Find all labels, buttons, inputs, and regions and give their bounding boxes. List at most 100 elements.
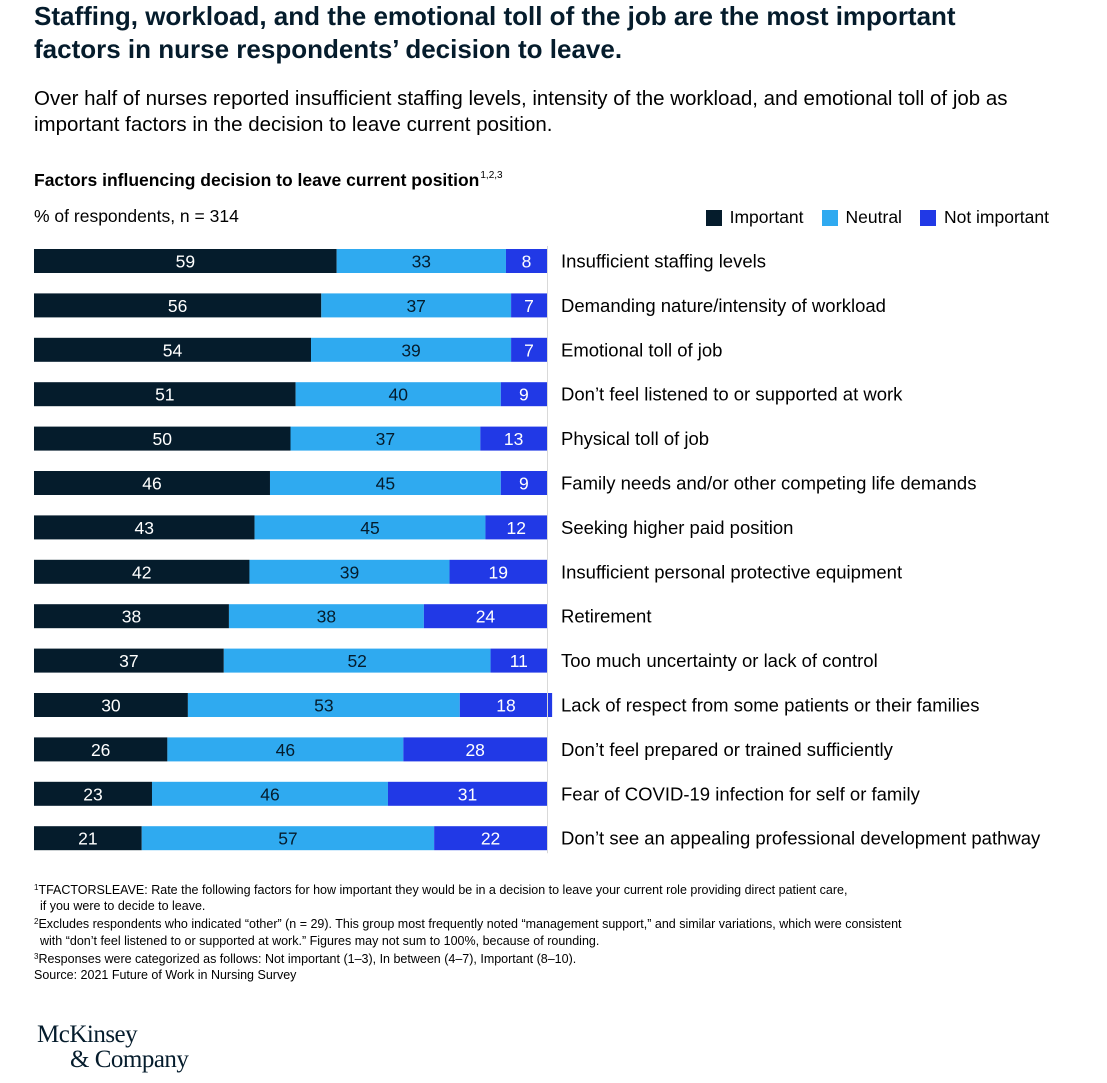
chart-title-text: Factors influencing decision to leave cu… bbox=[34, 170, 480, 190]
bar-segment-important bbox=[34, 559, 250, 584]
bar-segment-important bbox=[34, 693, 188, 717]
data-label-neutral: 37 bbox=[376, 429, 395, 449]
category-label: Don’t feel prepared or trained sufficien… bbox=[561, 739, 894, 760]
bar-row: 26 46 28 Don’t feel prepared or trained suf… bbox=[34, 737, 894, 762]
bar-segment-not-important bbox=[387, 781, 547, 806]
category-label: Seeking higher paid position bbox=[561, 517, 793, 538]
bar-segment-not-important bbox=[403, 737, 547, 762]
bar-segment-important bbox=[34, 337, 312, 362]
bar-segment-important bbox=[34, 293, 322, 318]
bar-segment-important bbox=[34, 382, 296, 407]
bar-row: 59 33 8 Insufficient staffing levels bbox=[34, 249, 766, 273]
bar-segment-important bbox=[34, 471, 270, 495]
bar-segment-not-important bbox=[434, 826, 547, 851]
legend-item-important: Important bbox=[705, 207, 804, 228]
footnote-2-line-1: Excludes respondents who indicated “othe… bbox=[38, 917, 902, 932]
bar-segment-neutral bbox=[167, 737, 404, 762]
bar-segment-important bbox=[34, 515, 255, 540]
data-label-neutral: 33 bbox=[412, 252, 431, 272]
bar-row: 56 37 7 Demanding nature/intensity of workl… bbox=[34, 293, 886, 318]
bar-row: 42 39 19 Insufficient personal protective e… bbox=[34, 559, 902, 584]
data-label-neutral: 53 bbox=[314, 696, 333, 716]
bar-segment-important bbox=[34, 648, 224, 673]
data-label-important: 50 bbox=[153, 429, 173, 449]
legend-swatch-not-important bbox=[919, 209, 936, 226]
category-label: Demanding nature/intensity of workload bbox=[561, 295, 886, 316]
footnote-1-line-2: if you were to decide to leave. bbox=[40, 899, 206, 914]
legend-swatch-important bbox=[705, 209, 722, 226]
bar-segment-not-important bbox=[500, 382, 547, 407]
data-label-neutral: 45 bbox=[360, 518, 379, 538]
legend-swatch-neutral bbox=[821, 209, 838, 226]
bar-row: 37 52 11 Too much uncertainty or lack of co… bbox=[34, 648, 878, 673]
bar-segment-neutral bbox=[321, 293, 512, 318]
bar-segment-important bbox=[34, 826, 142, 851]
footnote-1-line-1: TFACTORSLEAVE: Rate the following factor… bbox=[38, 883, 848, 897]
data-label-important: 46 bbox=[142, 474, 161, 494]
bar-segment-neutral bbox=[295, 382, 501, 407]
category-label: Family needs and/or other competing life… bbox=[561, 473, 976, 494]
data-label-not-important: 7 bbox=[524, 296, 534, 316]
bar-row: 23 46 31 Fear of COVID-19 infection for sel… bbox=[34, 781, 921, 806]
data-label-neutral: 46 bbox=[260, 784, 279, 804]
bar-segment-not-important bbox=[490, 648, 547, 673]
bar-segment-not-important bbox=[423, 604, 547, 629]
data-label-not-important: 18 bbox=[496, 696, 515, 716]
bar-segment-not-important bbox=[485, 515, 547, 540]
data-label-not-important: 8 bbox=[522, 252, 532, 272]
category-label: Too much uncertainty or lack of control bbox=[561, 650, 878, 671]
category-label: Lack of respect from some patients or th… bbox=[561, 695, 979, 716]
footnote-2: 2Excludes respondents who indicated “oth… bbox=[34, 914, 1044, 948]
bar-segment-important bbox=[34, 249, 337, 273]
data-label-important: 26 bbox=[91, 740, 110, 760]
data-label-neutral: 57 bbox=[278, 829, 297, 849]
data-label-important: 30 bbox=[101, 696, 121, 716]
data-label-neutral: 39 bbox=[340, 562, 359, 582]
source: Source: 2021 Future of Work in Nursing S… bbox=[34, 968, 297, 983]
data-label-important: 43 bbox=[135, 518, 154, 538]
data-label-neutral: 39 bbox=[401, 340, 420, 360]
category-label: Fear of COVID-19 infection for self or f… bbox=[561, 783, 921, 804]
data-label-important: 54 bbox=[163, 340, 183, 360]
data-label-important: 56 bbox=[168, 296, 187, 316]
bar-segment-neutral bbox=[223, 648, 491, 673]
data-label-neutral: 40 bbox=[388, 385, 408, 405]
data-label-not-important: 9 bbox=[519, 474, 529, 494]
data-label-neutral: 38 bbox=[317, 607, 336, 627]
page-subtitle: Over half of nurses reported insufficien… bbox=[34, 87, 1008, 136]
data-label-neutral: 52 bbox=[347, 651, 366, 671]
category-label: Insufficient personal protective equipme… bbox=[561, 561, 902, 582]
bar-segment-important bbox=[34, 781, 152, 806]
data-label-important: 59 bbox=[176, 252, 195, 272]
bar-segment-neutral bbox=[151, 781, 388, 806]
stacked-bar-chart: 59 33 8 Insufficient staffing levels 56 37 7 De… bbox=[34, 246, 1041, 854]
bar-segment-important bbox=[34, 604, 229, 629]
bar-row: 21 57 22 Don’t see an appealing professiona… bbox=[34, 826, 1041, 851]
bar-segment-not-important bbox=[505, 249, 547, 273]
legend-item-not-important: Not important bbox=[919, 207, 1049, 228]
data-label-neutral: 45 bbox=[376, 474, 395, 494]
bar-segment-neutral bbox=[141, 826, 435, 851]
bar-row: 38 38 24 Retirement bbox=[34, 604, 651, 629]
data-label-important: 51 bbox=[155, 385, 174, 405]
bar-segment-neutral bbox=[290, 426, 481, 451]
bar-row: 43 45 12 Seeking higher paid position bbox=[34, 515, 793, 540]
bar-segment-not-important bbox=[480, 426, 547, 451]
data-label-important: 37 bbox=[119, 651, 138, 671]
bar-segment-neutral bbox=[311, 337, 512, 362]
bar-segment-not-important bbox=[449, 559, 547, 584]
page-title: Staffing, workload, and the emotional to… bbox=[34, 1, 956, 64]
bar-segment-neutral bbox=[254, 515, 486, 540]
bar-segment-not-important bbox=[459, 693, 553, 717]
chart-title: Factors influencing decision to leave cu… bbox=[34, 170, 503, 191]
category-label: Physical toll of job bbox=[561, 428, 709, 449]
category-label: Insufficient staffing levels bbox=[561, 251, 766, 272]
bar-row: 51 40 9 Don’t feel listened to or supported… bbox=[34, 382, 903, 407]
footnote-3-line-1: Responses were categorized as follows: N… bbox=[38, 951, 577, 966]
bar-row: 50 37 13 Physical toll of job bbox=[34, 426, 709, 451]
logo-line-2: & Company bbox=[70, 1046, 189, 1073]
category-label: Retirement bbox=[561, 606, 651, 627]
bar-segment-neutral bbox=[269, 471, 501, 495]
data-label-important: 38 bbox=[122, 607, 141, 627]
mckinsey-logo: McKinsey & Company bbox=[37, 1022, 189, 1073]
